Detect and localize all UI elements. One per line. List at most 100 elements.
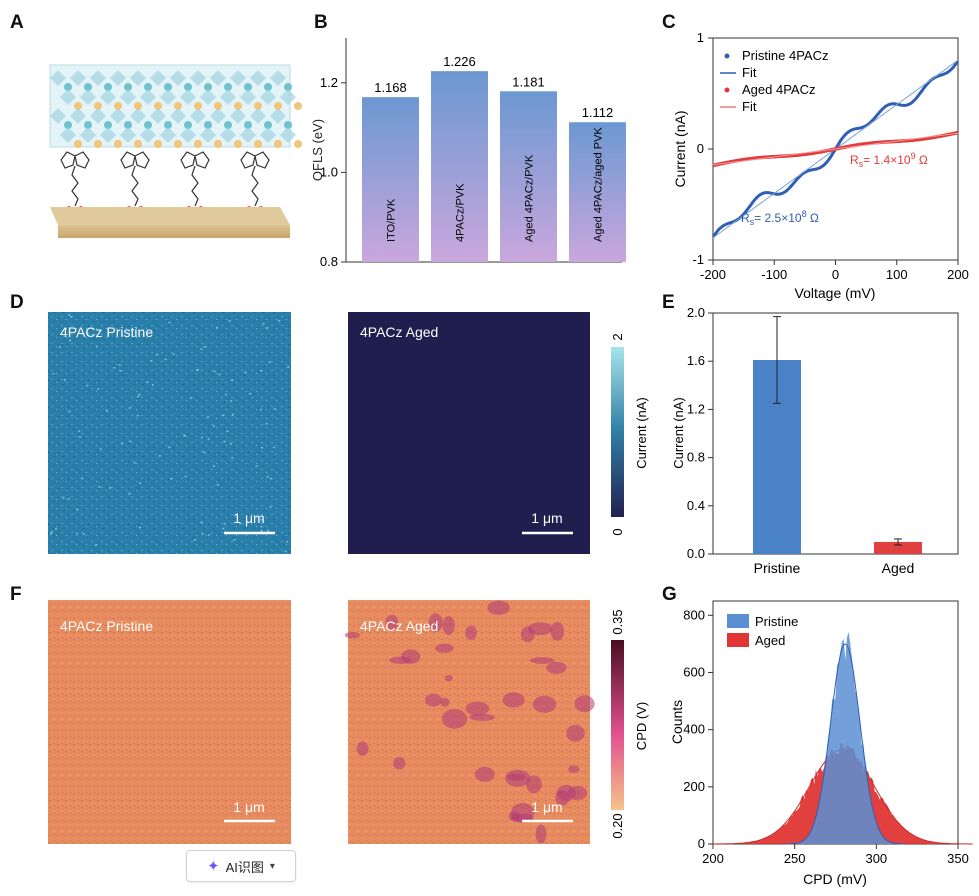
conductive-spot (70, 316, 73, 318)
legend-label-aged-fit: Fit (742, 99, 757, 114)
low-cpd-domain (487, 600, 510, 615)
crystal-atom (214, 140, 222, 148)
crystal-atom (254, 140, 262, 148)
g-histogram-area (786, 631, 905, 844)
panel-g-ylabel: Counts (669, 700, 685, 744)
low-cpd-domain (530, 657, 555, 664)
low-cpd-domain (535, 824, 547, 844)
crystal-octahedron (150, 108, 166, 124)
panel-c-chart: -200 -100 0 100 200 -1 0 1 Pristine 4PACz Fit A… (672, 30, 969, 301)
scale-label-d-left: 1 μm (233, 510, 264, 526)
crystal-octahedron (140, 89, 156, 105)
conductive-spot (146, 381, 149, 383)
crystal-atom (234, 102, 242, 110)
panel-g-legend: Pristine Aged (727, 614, 798, 648)
conductive-spot (50, 533, 53, 535)
crystal-octahedron (260, 89, 276, 105)
crystal-atom (94, 140, 102, 148)
conductive-spot (218, 373, 221, 376)
c-xtick-label: 0 (832, 267, 839, 282)
panel-letter-b: B (314, 12, 328, 33)
map-d-pristine-label: 4PACz Pristine (60, 324, 153, 340)
b-ytick-label: 0.8 (320, 254, 338, 269)
low-cpd-domain (568, 765, 580, 773)
crystal-atom (104, 83, 112, 91)
c-ytick-label: 1 (697, 30, 704, 45)
panel-c-legend: Pristine 4PACz Fit Aged 4PACz Fit (720, 48, 828, 114)
conductive-spot (244, 371, 247, 374)
conductive-spot (286, 541, 289, 543)
conductive-spot (216, 483, 219, 486)
crystal-atom (224, 83, 232, 91)
b-category-label: 4PACz/PVK (455, 183, 467, 242)
conductive-spot (196, 369, 199, 371)
annotation-rs-pristine: Rs= 2.5×108 Ω (741, 209, 819, 227)
crystal-octahedron (240, 127, 256, 143)
e-bar (874, 541, 922, 554)
legend-label-pristine-fit: Fit (742, 65, 757, 80)
crystal-atom (124, 83, 132, 91)
low-cpd-domain (441, 709, 468, 729)
b-category-label: Aged 4PACz/aged PVK (593, 127, 605, 242)
conductive-spot (228, 320, 231, 322)
conductive-spot (139, 482, 142, 484)
crystal-octahedron (60, 89, 76, 105)
g-fit-curve (786, 643, 905, 845)
conductive-spot (203, 451, 206, 453)
conductive-spot (269, 506, 272, 508)
conductive-spot (128, 492, 131, 495)
crystal-atom (64, 121, 72, 129)
c-fit-line (712, 132, 959, 166)
conductive-spot (200, 348, 203, 350)
crystal-atom (74, 140, 82, 148)
crystal-atom (104, 121, 112, 129)
low-cpd-domain (507, 773, 526, 781)
panel-e-ylabel: Current (nA) (671, 397, 686, 469)
crystal-octahedron (250, 108, 266, 124)
conductive-spot (278, 320, 281, 322)
low-cpd-domain (424, 693, 442, 707)
crystal-octahedron (140, 127, 156, 143)
conductive-spot (260, 525, 263, 528)
crystal-octahedron (120, 127, 136, 143)
conductive-spot (213, 370, 216, 373)
legend-swatch-pristine-g (727, 614, 749, 628)
crystal-octahedron (100, 89, 116, 105)
low-cpd-domain (465, 625, 477, 641)
conductive-spot (133, 461, 136, 464)
ai-recognize-button[interactable]: ✦ AI识图 ▾ (186, 850, 296, 882)
crystal-octahedron (240, 89, 256, 105)
sparkle-icon: ✦ (207, 858, 220, 875)
crystal-atom (154, 140, 162, 148)
low-cpd-domain (428, 613, 443, 632)
ito-substrate (50, 207, 290, 238)
conductive-spot (58, 346, 61, 348)
legend-label-aged-g: Aged (755, 633, 785, 648)
conductive-spot (223, 522, 226, 525)
g-xtick-label: 350 (947, 851, 969, 866)
crystal-octahedron (220, 127, 236, 143)
crystal-atom (274, 140, 282, 148)
conductive-spot (168, 321, 171, 324)
conductive-spot (97, 388, 100, 390)
e-ytick-label: 0.8 (687, 450, 705, 465)
crystal-atom (64, 83, 72, 91)
map-d-aged-label: 4PACz Aged (360, 324, 438, 340)
e-ytick-label: 1.6 (687, 353, 705, 368)
conductive-spot (136, 414, 139, 417)
crystal-octahedron (100, 127, 116, 143)
low-cpd-domain (555, 790, 570, 806)
crystal-atom (174, 102, 182, 110)
conductive-spot (231, 457, 234, 459)
crystal-atom (114, 102, 122, 110)
crystal-octahedron (50, 70, 66, 86)
conductive-spot (50, 531, 53, 533)
crystal-octahedron (110, 70, 126, 86)
conductive-spot (76, 508, 79, 511)
e-category-label: Pristine (754, 560, 801, 576)
crystal-octahedron (110, 108, 126, 124)
conductive-spot (170, 477, 173, 480)
crystal-octahedron (230, 70, 246, 86)
low-cpd-domain (442, 616, 455, 636)
conductive-spot (201, 533, 204, 535)
